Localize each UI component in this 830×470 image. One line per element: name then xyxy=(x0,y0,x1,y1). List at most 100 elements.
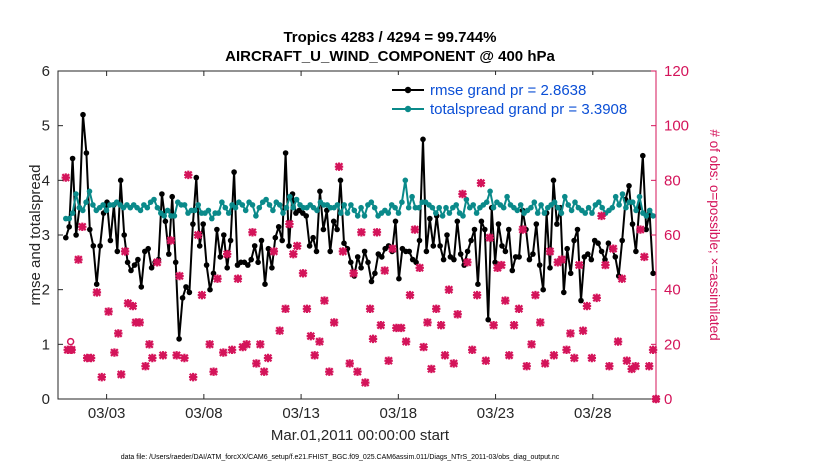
rmse-point xyxy=(440,256,447,263)
y-right-tick-label: 120 xyxy=(664,63,689,80)
rmse-point xyxy=(536,262,543,268)
obs-assimilated-marker xyxy=(252,359,261,368)
obs-assimilated-marker xyxy=(293,241,302,251)
rmse-point xyxy=(361,248,368,255)
obs-assimilated-marker xyxy=(601,260,610,270)
obs-assimilated-marker xyxy=(617,274,627,283)
obs-assimilated-marker xyxy=(622,356,632,365)
obs-assimilated-marker xyxy=(444,285,454,294)
obs-assimilated-marker xyxy=(315,337,324,346)
rmse-point xyxy=(427,215,433,222)
obs-assimilated-marker xyxy=(145,340,154,349)
rmse-point xyxy=(138,284,145,290)
rmse-point xyxy=(485,316,492,323)
rmse-point xyxy=(571,237,577,244)
rmse-point xyxy=(224,265,230,271)
rmse-point xyxy=(251,243,258,249)
totalspread-point xyxy=(650,213,656,219)
obs-assimilated-marker xyxy=(213,274,222,283)
rmse-point xyxy=(131,262,138,268)
totalspread-point xyxy=(443,204,449,211)
obs-assimilated-marker xyxy=(440,351,450,360)
obs-assimilated-marker xyxy=(180,353,189,363)
rmse-point xyxy=(166,251,172,257)
rmse-point xyxy=(365,259,371,266)
totalspread-point xyxy=(558,210,565,216)
rmse-point xyxy=(193,174,200,181)
rmse-point xyxy=(269,265,275,271)
obs-assimilated-marker xyxy=(436,321,446,330)
obs-assimilated-marker xyxy=(302,304,312,313)
rmse-point xyxy=(186,289,193,296)
rmse-point xyxy=(265,245,272,252)
totalspread-point xyxy=(395,210,402,216)
rmse-point xyxy=(317,188,323,195)
totalspread-point xyxy=(402,177,409,184)
obs-assimilated-marker xyxy=(135,318,144,327)
rmse-point xyxy=(530,251,536,257)
obs-assimilated-marker xyxy=(489,321,498,330)
obs-assimilated-marker xyxy=(472,290,482,300)
rmse-point xyxy=(337,177,344,184)
rmse-point xyxy=(327,248,334,255)
obs-assimilated-marker xyxy=(401,337,411,346)
rmse-point xyxy=(97,243,103,249)
obs-assimilated-marker xyxy=(329,318,339,327)
totalspread-point xyxy=(192,207,198,214)
obs-assimilated-marker xyxy=(574,260,584,270)
obs-assimilated-marker xyxy=(233,274,243,283)
obs-assimilated-marker xyxy=(259,367,269,376)
totalspread-point xyxy=(358,204,364,211)
obs-assimilated-marker xyxy=(485,233,494,242)
rmse-point xyxy=(183,284,189,290)
totalspread-point xyxy=(623,204,629,211)
totalspread-point xyxy=(633,207,639,214)
totalspread-point xyxy=(514,207,521,214)
totalspread-point xyxy=(636,193,643,200)
totalspread-point xyxy=(500,204,507,211)
totalspread-point xyxy=(270,207,276,214)
rmse-point xyxy=(585,251,591,257)
obs-assimilated-marker xyxy=(372,228,382,237)
obs-assimilated-marker xyxy=(631,362,640,371)
chart-title-line2: AIRCRAFT_U_WIND_COMPONENT @ 400 hPa xyxy=(225,48,555,65)
rmse-point xyxy=(87,226,93,233)
totalspread-point xyxy=(253,213,259,219)
totalspread-point xyxy=(283,204,290,211)
obs-assimilated-marker xyxy=(141,362,150,371)
rmse-point xyxy=(279,237,286,244)
rmse-point xyxy=(437,243,443,249)
obs-assimilated-marker xyxy=(361,378,370,387)
rmse-point xyxy=(162,218,169,225)
totalspread-point xyxy=(344,210,351,216)
obs-assimilated-marker xyxy=(557,255,566,264)
totalspread-point xyxy=(100,202,106,208)
obs-assimilated-marker xyxy=(449,359,458,368)
rmse-point xyxy=(334,226,340,233)
chart-title-line1: Tropics 4283 / 4294 = 99.744% xyxy=(283,29,496,46)
rmse-point xyxy=(354,254,361,260)
totalspread-point xyxy=(154,204,161,211)
y-left-tick-label: 1 xyxy=(42,336,50,353)
obs-assimilated-marker xyxy=(536,318,545,327)
obs-assimilated-marker xyxy=(227,345,237,354)
rmse-point xyxy=(245,262,251,268)
rmse-point xyxy=(114,248,121,255)
obs-assimilated-marker xyxy=(184,170,193,180)
totalspread-point xyxy=(405,204,412,211)
y-axis-left-label: rmse and totalspread xyxy=(27,165,44,306)
totalspread-point xyxy=(528,204,534,211)
rmse-point xyxy=(203,262,210,268)
rmse-point xyxy=(207,286,213,293)
totalspread-point xyxy=(599,204,605,211)
rmse-point xyxy=(372,270,378,277)
obs-assimilated-marker xyxy=(193,230,203,240)
y-right-tick-label: 40 xyxy=(664,282,681,299)
obs-assimilated-marker xyxy=(481,356,491,365)
y-left-tick-label: 6 xyxy=(42,63,50,80)
legend-spread-marker xyxy=(404,105,412,113)
totalspread-point xyxy=(446,210,453,216)
obs-assimilated-marker xyxy=(566,329,575,338)
obs-assimilated-marker xyxy=(158,351,168,360)
obs-assimilated-marker xyxy=(545,247,555,256)
